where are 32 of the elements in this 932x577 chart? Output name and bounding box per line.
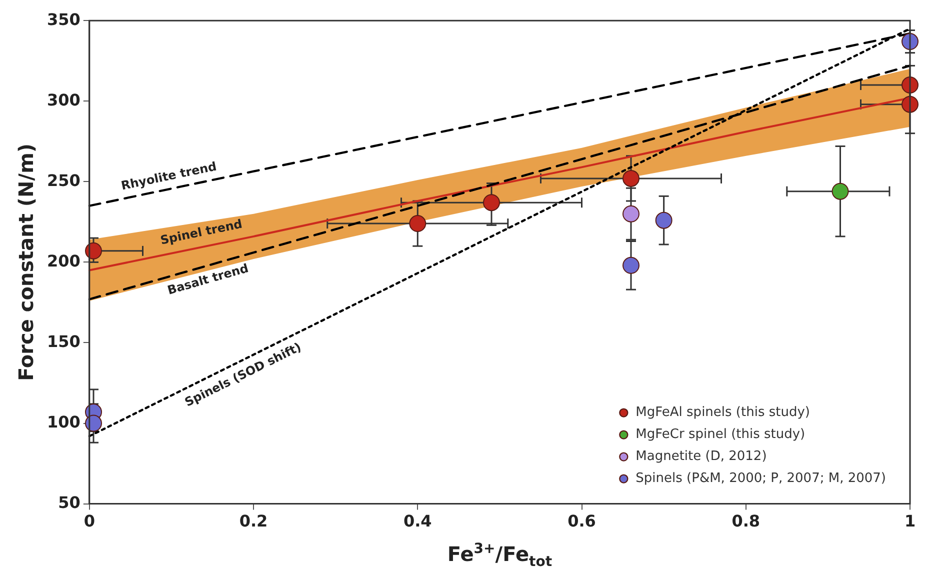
x-tick-label: 0.6 bbox=[568, 512, 596, 531]
x-tick-label: 0.2 bbox=[239, 512, 268, 531]
point bbox=[622, 170, 640, 187]
y-tick-label: 350 bbox=[46, 10, 80, 29]
legend-label: MgFeCr spinel (this study) bbox=[636, 427, 806, 442]
point bbox=[622, 205, 640, 222]
point bbox=[622, 256, 640, 274]
x-tick-label: 0.4 bbox=[403, 512, 432, 531]
point bbox=[832, 182, 849, 200]
point bbox=[409, 215, 426, 232]
annotation: Rhyolite trend bbox=[120, 159, 218, 193]
x-tick-label: 0 bbox=[84, 512, 95, 531]
point bbox=[902, 76, 918, 94]
point bbox=[655, 212, 672, 229]
y-tick-label: 250 bbox=[46, 170, 80, 190]
y-axis-title: Force constant (N/m) bbox=[14, 143, 38, 381]
point bbox=[85, 242, 102, 260]
x-tick-label: 0.8 bbox=[732, 512, 760, 531]
y-tick-label: 300 bbox=[46, 90, 80, 110]
point bbox=[482, 194, 500, 212]
legend-label: MgFeAl spinels (this study) bbox=[636, 405, 810, 420]
annotation: Spinel trend bbox=[159, 216, 244, 248]
legend-label: Magnetite (D, 2012) bbox=[636, 449, 767, 464]
point bbox=[85, 414, 102, 432]
y-tick-label: 100 bbox=[46, 412, 80, 432]
y-tick-label: 50 bbox=[58, 492, 80, 512]
point bbox=[902, 96, 918, 113]
x-tick-label: 1 bbox=[904, 512, 916, 531]
annotation: Basalt trend bbox=[166, 261, 250, 298]
y-tick-label: 200 bbox=[46, 251, 80, 270]
legend-label: Spinels (P&M, 2000; P, 2007; M, 2007) bbox=[636, 471, 886, 486]
y-tick-label: 150 bbox=[46, 332, 80, 351]
